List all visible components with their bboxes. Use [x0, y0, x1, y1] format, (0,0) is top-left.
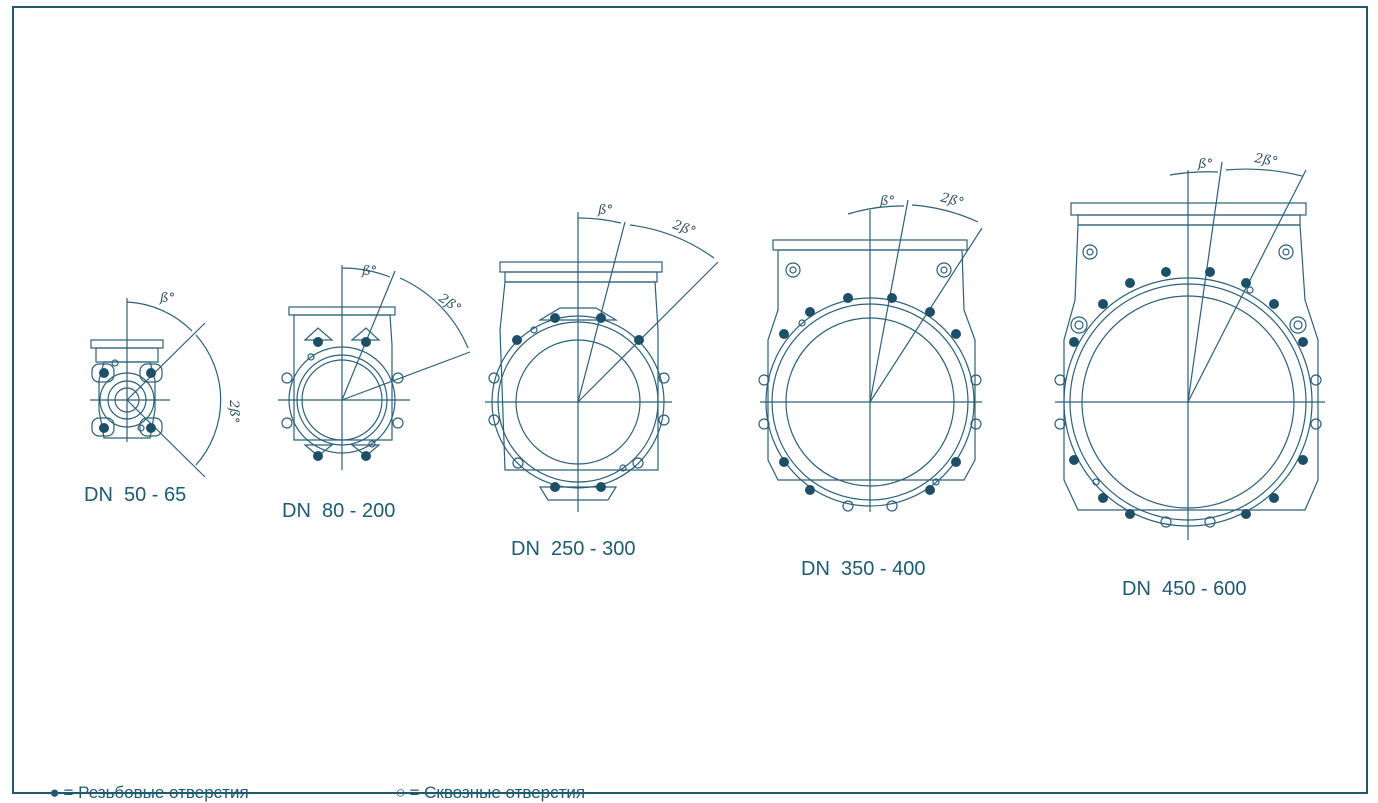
flange-label-dn-450-600: DN 450 - 600	[1122, 578, 1247, 600]
beta-label: ß°	[1196, 157, 1213, 172]
flange-dn-80-200: ß° 2ß°	[278, 264, 471, 470]
legend-through-holes: ○ = Сквозные отверстия	[386, 763, 585, 803]
beta-label: ß°	[596, 203, 613, 218]
flange-label-dn-350-400: DN 350 - 400	[801, 558, 926, 580]
legend-threaded-text: = Резьбовые отверстия	[63, 783, 249, 802]
legend-through-text: = Сквозные отверстия	[409, 783, 586, 802]
flange-dn-450-600: ß° 2ß°	[1054, 151, 1325, 540]
flange-label-dn-250-300: DN 250 - 300	[511, 538, 636, 560]
diagram-frame	[12, 6, 1368, 794]
flange-dn-250-300: ß° 2ß°	[485, 203, 719, 512]
flange-label-dn-50-65: DN 50 - 65	[84, 484, 187, 506]
two-beta-label: 2ß°	[226, 399, 241, 423]
two-beta-label: 2ß°	[1252, 151, 1279, 170]
filled-dot-icon: ●	[49, 783, 60, 802]
beta-label: ß°	[878, 194, 895, 209]
two-beta-label: 2ß°	[938, 190, 966, 211]
flange-dn-50-65: ß° 2ß°	[90, 291, 241, 478]
two-beta-label: 2ß°	[435, 290, 464, 316]
flange-label-dn-80-200: DN 80 - 200	[282, 500, 396, 522]
beta-label: ß°	[360, 264, 377, 279]
beta-label: ß°	[158, 291, 175, 306]
hollow-dot-icon: ○	[395, 783, 406, 802]
legend-threaded-holes: ● = Резьбовые отверстия	[40, 763, 249, 803]
flange-dn-350-400: ß° 2ß°	[758, 190, 983, 512]
